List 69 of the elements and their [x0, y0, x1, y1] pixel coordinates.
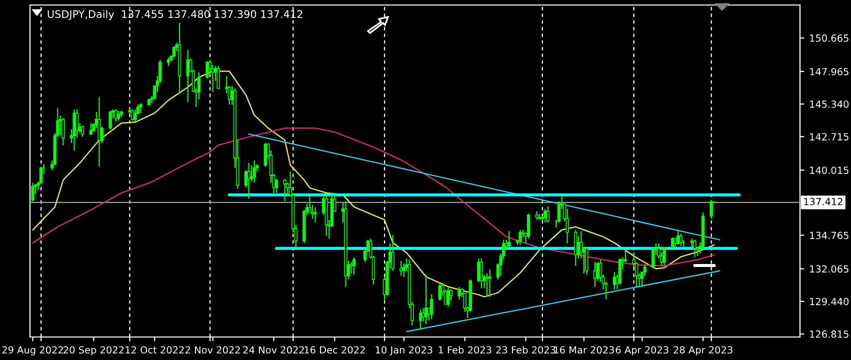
candlestick: [400, 260, 403, 276]
y-tick-label: 145.340: [810, 100, 849, 108]
x-tick-label: 6 Apr 2023: [616, 346, 668, 356]
candlestick: [488, 269, 492, 298]
x-tick-label: 24 Nov 2022: [243, 346, 304, 354]
candlestick: [424, 274, 428, 325]
candlestick: [710, 200, 713, 220]
candlestick: [211, 64, 214, 93]
x-tick-label: 16 Dec 2022: [304, 346, 365, 354]
candlestick: [662, 246, 666, 266]
x-tick-label: 12 Oct 2022: [126, 346, 184, 354]
y-tick-label: 134.765: [810, 232, 848, 240]
candlestick: [458, 286, 461, 300]
y-tick-label: 126.815: [810, 330, 848, 338]
candlestick: [117, 110, 120, 122]
candlestick: [98, 96, 101, 168]
candlestick: [72, 108, 76, 152]
candlestick: [618, 258, 622, 286]
candlestick: [314, 206, 317, 223]
candlestick: [676, 230, 680, 246]
candlestick: [216, 66, 220, 89]
x-tick-label: 20 Sep 2022: [64, 346, 124, 356]
x-tick-label: 10 Jan 2023: [376, 346, 432, 356]
y-tick-label: 142.715: [810, 133, 848, 140]
y-tick-label: 132.065: [810, 265, 848, 273]
candlestick: [574, 229, 578, 266]
candlestick: [693, 239, 696, 258]
x-tick-label: 1 Feb 2023: [438, 346, 492, 354]
y-tick-label: 150.665: [810, 34, 848, 42]
x-tick-label: 2 Nov 2022: [185, 346, 240, 354]
candlestick: [679, 233, 682, 247]
candlestick: [81, 125, 84, 138]
candlestick: [652, 246, 655, 269]
candlestick: [585, 246, 588, 276]
candlestick: [391, 234, 394, 272]
candlestick: [418, 308, 422, 330]
candlestick: [247, 162, 250, 200]
x-tick-label: 29 Aug 2022: [2, 346, 63, 356]
candlestick: [430, 294, 434, 320]
candlestick: [172, 46, 176, 58]
ref-line-label: 137.412: [804, 198, 842, 206]
candlestick: [89, 122, 93, 135]
x-tick-label: 23 Feb 2023: [496, 346, 556, 354]
candlestick: [62, 118, 65, 146]
candlestick: [206, 60, 209, 80]
candlestick: [31, 182, 34, 202]
y-tick-label: 140.015: [810, 166, 848, 174]
candlestick: [252, 160, 256, 184]
candlestick: [352, 256, 356, 276]
candlestick: [518, 229, 522, 246]
candlestick: [283, 178, 286, 202]
candlestick: [402, 262, 406, 278]
candlestick: [670, 236, 674, 250]
y-tick-label: 147.965: [810, 68, 848, 76]
x-tick-label: 16 Mar 2023: [554, 346, 614, 354]
candlestick: [134, 108, 137, 122]
candlestick: [108, 110, 112, 130]
candlestick: [546, 206, 550, 223]
y-tick-label: 129.440: [810, 298, 849, 306]
candlestick: [480, 258, 484, 289]
candlestick: [526, 213, 530, 240]
candlestick: [508, 230, 511, 247]
x-tick-label: 28 Apr 2023: [674, 346, 732, 356]
candlestick: [139, 102, 142, 114]
candlestick: [544, 208, 547, 223]
candlestick: [446, 286, 450, 308]
candlestick: [274, 178, 278, 194]
chart-title: USDJPY,Daily 137.455 137.480 137.390 137.412: [48, 10, 302, 20]
candlestick: [643, 264, 646, 276]
